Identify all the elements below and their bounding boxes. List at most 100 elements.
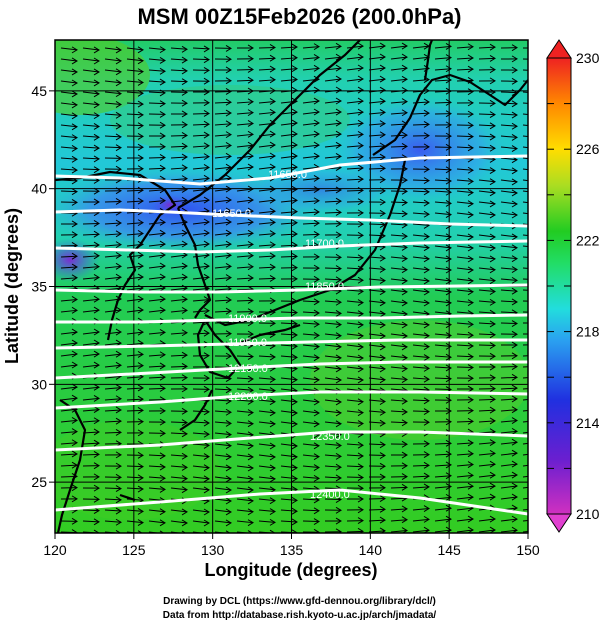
wind-arrow bbox=[302, 331, 320, 339]
wind-arrow bbox=[434, 504, 452, 512]
wind-arrow bbox=[522, 355, 528, 357]
wind-arrow bbox=[192, 164, 210, 171]
y-tick-label: 25 bbox=[31, 474, 47, 490]
wind-arrow bbox=[478, 255, 496, 263]
wind-arrow bbox=[258, 518, 276, 526]
wind-arrow bbox=[258, 152, 276, 160]
wind-arrow bbox=[170, 132, 188, 139]
wind-arrow bbox=[82, 383, 100, 391]
wind-arrow bbox=[368, 86, 386, 94]
wind-arrow bbox=[236, 76, 254, 84]
wind-arrow bbox=[522, 190, 528, 193]
wind-arrow bbox=[82, 295, 100, 303]
wind-arrow bbox=[346, 175, 364, 183]
wind-arrow bbox=[390, 232, 408, 240]
wind-arrow bbox=[324, 42, 342, 50]
wind-arrow bbox=[126, 133, 144, 140]
wind-arrow bbox=[82, 166, 100, 174]
wind-arrow bbox=[434, 110, 452, 118]
wind-arrow bbox=[324, 517, 342, 525]
wind-arrow bbox=[82, 123, 100, 130]
wind-arrow bbox=[192, 131, 210, 139]
wind-arrow bbox=[500, 255, 518, 263]
wind-arrow bbox=[104, 339, 122, 347]
wind-arrow bbox=[82, 350, 100, 358]
wind-arrow bbox=[192, 56, 210, 64]
wind-arrow bbox=[500, 122, 518, 130]
wind-arrow bbox=[500, 55, 518, 63]
wind-arrow bbox=[258, 486, 276, 494]
wind-arrow bbox=[390, 75, 408, 83]
wind-arrow bbox=[82, 361, 100, 369]
wind-arrow bbox=[522, 223, 528, 226]
wind-arrow bbox=[170, 463, 188, 471]
wind-arrow bbox=[500, 266, 518, 273]
wind-arrow bbox=[412, 515, 430, 523]
wind-arrow bbox=[324, 506, 342, 514]
wind-arrow bbox=[390, 365, 408, 373]
wind-arrow bbox=[60, 416, 78, 424]
wind-arrow bbox=[82, 155, 100, 163]
wind-arrow bbox=[412, 120, 430, 128]
wind-arrow bbox=[368, 321, 386, 329]
wind-arrow bbox=[434, 54, 452, 62]
y-tick-label: 30 bbox=[31, 376, 47, 392]
wind-arrow bbox=[214, 88, 232, 95]
wind-arrow bbox=[82, 473, 100, 481]
wind-arrow bbox=[104, 187, 122, 195]
wind-arrow bbox=[522, 531, 528, 533]
wind-arrow bbox=[104, 252, 122, 259]
contour-label: 11850.0 bbox=[305, 281, 344, 293]
wind-arrow bbox=[412, 483, 430, 491]
wind-arrow bbox=[456, 353, 474, 361]
wind-arrow bbox=[60, 439, 78, 447]
wind-arrow bbox=[236, 353, 254, 361]
wind-arrow bbox=[368, 277, 386, 285]
wind-arrow bbox=[104, 473, 122, 481]
wind-arrow bbox=[148, 197, 166, 205]
wind-arrow bbox=[214, 486, 232, 494]
wind-arrow bbox=[104, 262, 122, 270]
wind-arrow bbox=[500, 395, 518, 403]
wind-arrow bbox=[280, 130, 298, 138]
wind-arrow bbox=[148, 485, 166, 493]
colorbar: 230 226 222 218 214 210 bbox=[546, 39, 599, 533]
wind-arrow bbox=[368, 187, 386, 195]
y-tick-label: 35 bbox=[31, 279, 47, 295]
wind-arrow bbox=[82, 133, 100, 141]
wind-arrow bbox=[236, 152, 254, 160]
wind-arrow bbox=[302, 420, 320, 428]
wind-arrow bbox=[390, 288, 408, 296]
wind-arrow bbox=[214, 330, 232, 338]
wind-arrow bbox=[82, 495, 100, 503]
wind-arrow bbox=[302, 208, 320, 216]
wind-arrow bbox=[456, 526, 474, 533]
wind-arrow bbox=[390, 42, 408, 50]
wind-arrow bbox=[214, 98, 232, 106]
wind-arrow bbox=[346, 409, 364, 417]
wind-arrow bbox=[192, 307, 210, 315]
wind-arrow bbox=[500, 211, 518, 219]
wind-arrow bbox=[478, 352, 496, 360]
wind-arrow bbox=[192, 174, 210, 182]
wind-arrow bbox=[126, 143, 144, 151]
wind-arrow bbox=[148, 46, 166, 54]
wind-arrow bbox=[82, 144, 100, 152]
wind-arrow bbox=[390, 419, 408, 427]
wind-arrow bbox=[60, 166, 78, 174]
wind-arrow bbox=[522, 311, 528, 313]
wind-arrow bbox=[522, 409, 528, 412]
wind-arrow bbox=[126, 328, 144, 336]
wind-arrow bbox=[214, 453, 232, 461]
wind-arrow bbox=[148, 240, 166, 248]
wind-arrow bbox=[500, 482, 518, 490]
wind-arrow bbox=[192, 419, 210, 427]
wind-arrow bbox=[236, 486, 254, 494]
wind-arrow bbox=[478, 374, 496, 382]
wind-arrow bbox=[412, 418, 430, 426]
wind-arrow bbox=[500, 189, 518, 197]
contour-label: 12350.0 bbox=[310, 431, 350, 443]
wind-arrow bbox=[82, 57, 100, 65]
wind-arrow bbox=[456, 515, 474, 523]
wind-arrow bbox=[236, 464, 254, 472]
